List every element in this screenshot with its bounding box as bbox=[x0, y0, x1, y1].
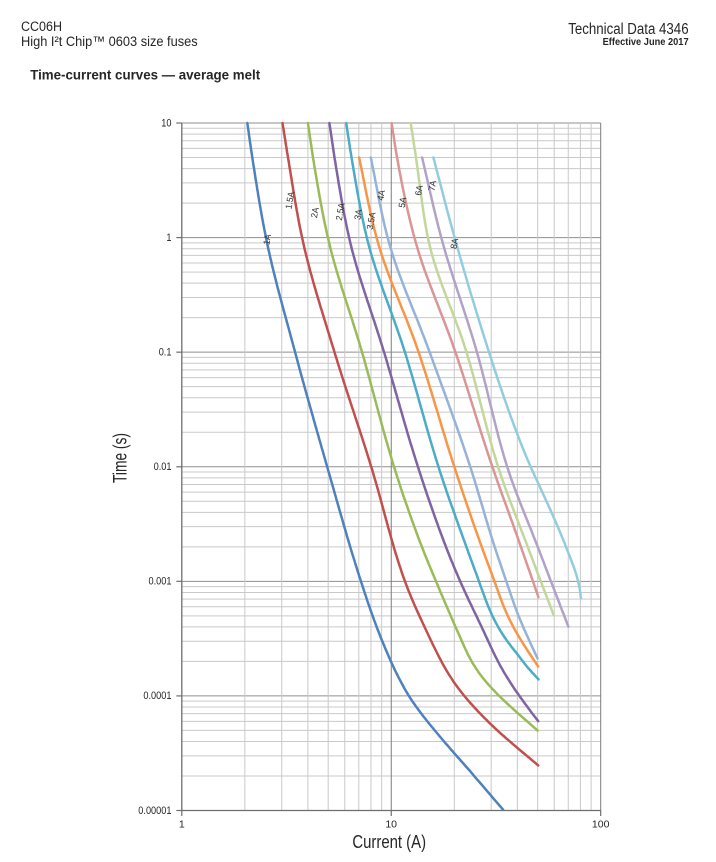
svg-text:10: 10 bbox=[385, 818, 397, 830]
svg-text:Effective June 2017: Effective June 2017 bbox=[603, 37, 689, 48]
svg-text:3.5A: 3.5A bbox=[365, 211, 378, 230]
svg-text:100: 100 bbox=[592, 818, 610, 830]
svg-text:0.0001: 0.0001 bbox=[143, 690, 171, 702]
svg-text:CC06H: CC06H bbox=[21, 19, 62, 35]
svg-text:Current (A): Current (A) bbox=[352, 832, 426, 852]
svg-text:5A: 5A bbox=[397, 196, 409, 208]
svg-text:Technical Data 4346: Technical Data 4346 bbox=[568, 21, 688, 38]
svg-text:0.001: 0.001 bbox=[149, 576, 172, 588]
svg-text:1: 1 bbox=[179, 818, 185, 830]
svg-text:1A: 1A bbox=[261, 233, 273, 245]
svg-text:7A: 7A bbox=[427, 180, 439, 192]
svg-text:1.5A: 1.5A bbox=[283, 191, 296, 210]
svg-text:0.1: 0.1 bbox=[159, 347, 172, 359]
svg-text:0.01: 0.01 bbox=[154, 461, 172, 473]
svg-text:6A: 6A bbox=[413, 184, 425, 196]
svg-text:2.5A: 2.5A bbox=[334, 202, 347, 221]
svg-text:4A: 4A bbox=[375, 189, 387, 201]
svg-text:0.00001: 0.00001 bbox=[138, 805, 171, 817]
svg-text:3A: 3A bbox=[352, 208, 364, 220]
svg-text:8A: 8A bbox=[449, 237, 461, 249]
svg-text:Time-current curves — average: Time-current curves — average melt bbox=[30, 67, 260, 83]
svg-text:10: 10 bbox=[161, 117, 171, 129]
svg-text:2A: 2A bbox=[309, 207, 321, 219]
svg-text:Time (s): Time (s) bbox=[111, 433, 132, 483]
svg-text:High I²t Chip™ 0603 size fuses: High I²t Chip™ 0603 size fuses bbox=[21, 33, 198, 49]
svg-text:1: 1 bbox=[166, 232, 171, 244]
